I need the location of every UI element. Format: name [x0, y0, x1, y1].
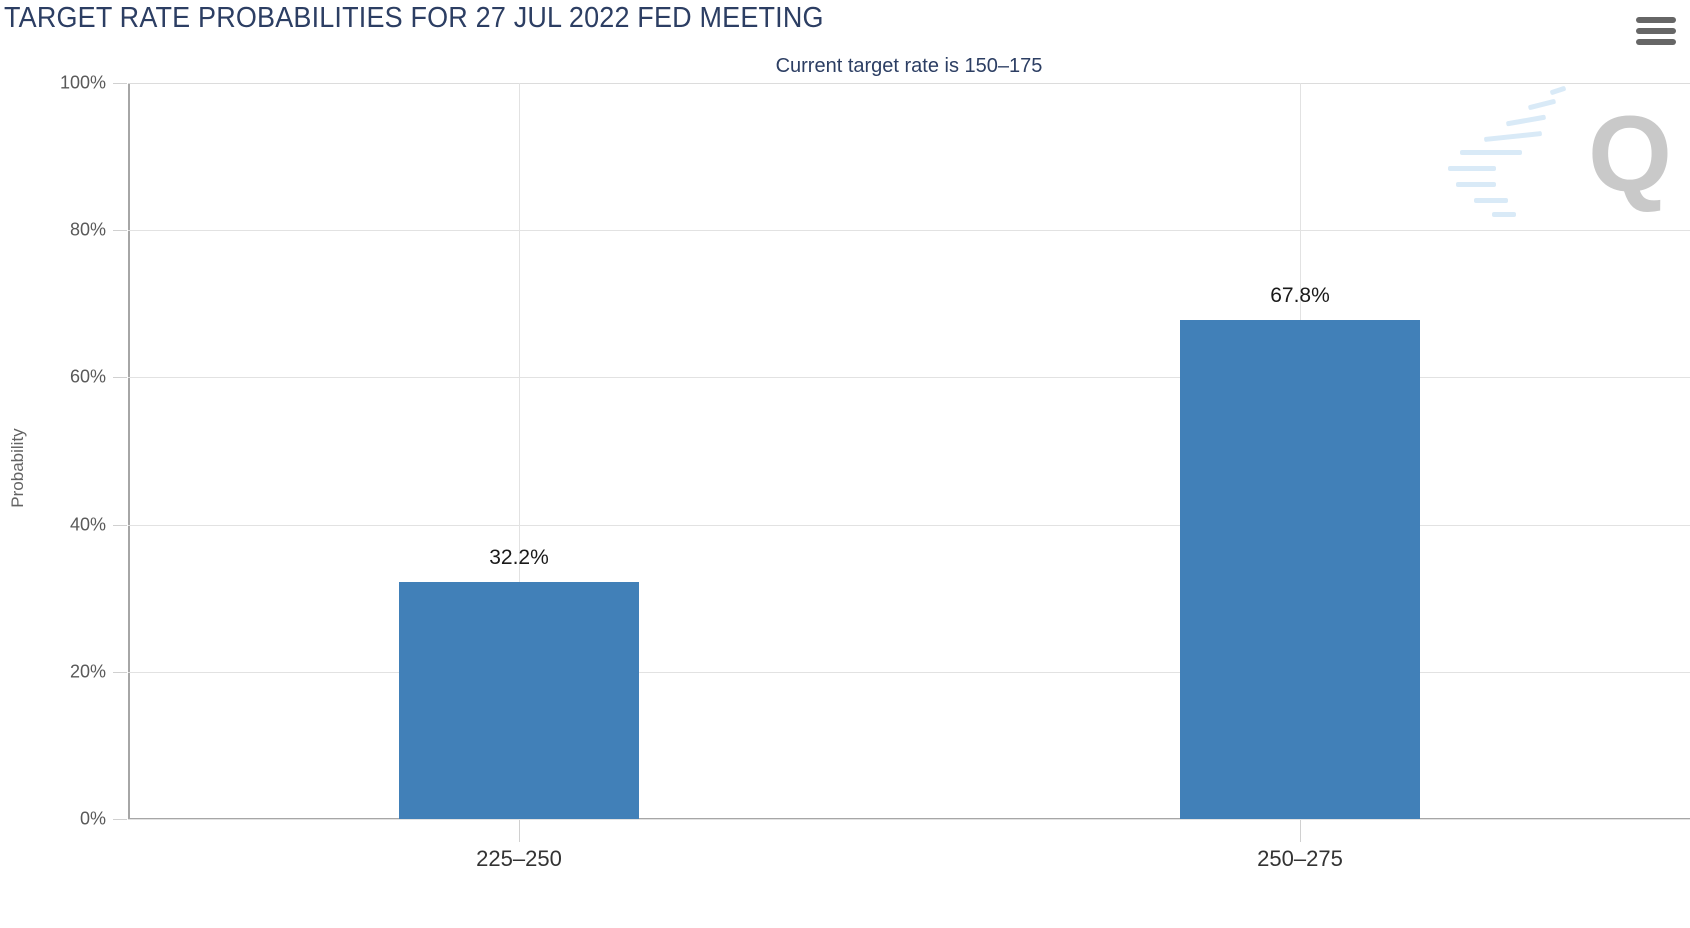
y-axis-tick-label: 60%: [69, 366, 106, 387]
hamburger-bar-3: [1636, 39, 1676, 45]
hamburger-bar-1: [1636, 17, 1676, 23]
y-axis-tick-label: 100%: [59, 72, 106, 93]
gridline: [128, 83, 1690, 84]
y-axis-tick: [113, 671, 127, 673]
gridline: [128, 230, 1690, 232]
x-axis-tick-label: 225–250: [476, 846, 562, 871]
gridline: [128, 671, 1690, 673]
bar[interactable]: [1180, 320, 1420, 819]
y-axis-title: Probability: [8, 428, 27, 508]
x-axis-tick: [519, 820, 520, 842]
y-axis-tick-label: 80%: [69, 219, 106, 240]
y-axis-tick-label: 20%: [69, 661, 106, 682]
x-axis-tick: [1300, 820, 1301, 842]
y-axis-tick-label: 40%: [69, 514, 106, 535]
y-axis-tick: [113, 819, 127, 820]
hamburger-menu-icon[interactable]: [1634, 13, 1678, 49]
y-axis-tick: [113, 524, 127, 526]
y-axis-tick: [113, 83, 127, 84]
gridline: [128, 819, 1690, 820]
hamburger-bar-2: [1636, 28, 1676, 34]
bar-value-label: 67.8%: [1270, 284, 1330, 307]
y-axis-tick: [113, 230, 127, 232]
gridline: [128, 524, 1690, 526]
plot-area: 32.2% 67.8%: [128, 83, 1690, 820]
bar-value-label: 32.2%: [489, 546, 549, 569]
gridline: [128, 377, 1690, 379]
bar[interactable]: [399, 582, 639, 819]
page-title: TARGET RATE PROBABILITIES FOR 27 JUL 202…: [4, 2, 824, 34]
y-axis-tick-label: 0%: [79, 808, 106, 829]
chart-subtitle: Current target rate is 150–175: [775, 55, 1043, 77]
vertical-gridline: [519, 83, 520, 819]
y-axis-line: [128, 83, 130, 820]
x-axis-tick-label: 250–275: [1257, 846, 1343, 871]
y-axis-tick: [113, 377, 127, 379]
